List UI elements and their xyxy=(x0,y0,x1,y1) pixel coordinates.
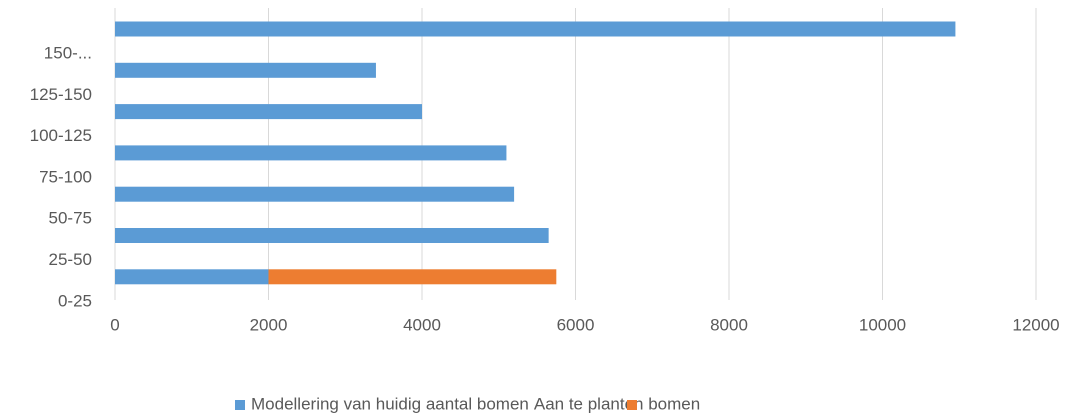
x-tick-label: 2000 xyxy=(250,315,288,334)
legend-label: Aan te planten bomen xyxy=(534,394,700,413)
x-tick-label: 6000 xyxy=(557,315,595,334)
x-tick-label: 0 xyxy=(110,315,119,334)
y-tick-label: 75-100 xyxy=(39,167,92,186)
x-tick-label: 10000 xyxy=(859,315,906,334)
bar xyxy=(115,145,507,161)
bar xyxy=(115,186,515,202)
y-tick-label: 125-150 xyxy=(30,85,92,104)
y-tick-label: 150-... xyxy=(44,43,92,62)
x-tick-label: 12000 xyxy=(1012,315,1059,334)
bar xyxy=(115,228,549,243)
bar xyxy=(115,62,376,78)
x-tick-label: 8000 xyxy=(710,315,748,334)
bar xyxy=(115,21,956,37)
y-tick-label: 100-125 xyxy=(30,126,92,145)
y-tick-label: 25-50 xyxy=(49,250,92,269)
x-tick-label: 4000 xyxy=(403,315,441,334)
bar xyxy=(115,104,422,120)
bar xyxy=(115,269,269,285)
y-tick-label: 0-25 xyxy=(58,291,92,310)
legend-label: Modellering van huidig aantal bomen xyxy=(251,394,529,413)
y-tick-label: 50-75 xyxy=(49,209,92,228)
legend-swatch xyxy=(627,400,637,410)
legend-swatch xyxy=(235,400,245,410)
bar xyxy=(268,269,557,285)
